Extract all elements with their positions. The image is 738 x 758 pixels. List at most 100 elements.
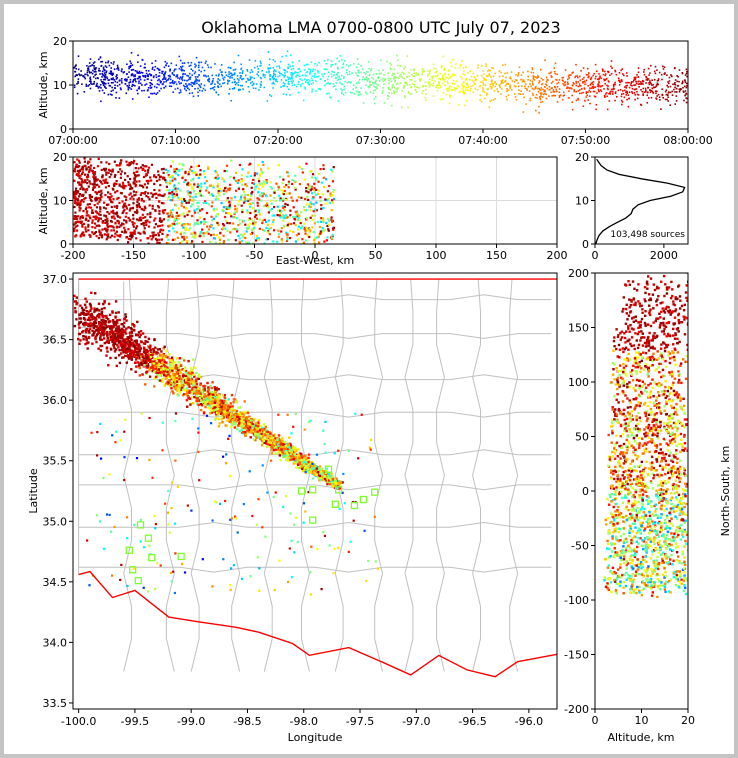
- source-point: [125, 212, 128, 215]
- source-point: [170, 85, 173, 88]
- time-height-ylabel: Altitude, km: [37, 51, 50, 118]
- source-point: [131, 206, 135, 210]
- source-point: [158, 189, 161, 192]
- source-point: [636, 90, 638, 93]
- source-point: [425, 99, 427, 101]
- source-point: [597, 83, 599, 85]
- source-point: [106, 222, 109, 225]
- source-point: [114, 232, 117, 235]
- source-point: [131, 85, 133, 88]
- source-point: [188, 65, 191, 67]
- source-point: [162, 202, 165, 205]
- county-lines: [78, 279, 552, 672]
- source-point: [95, 224, 98, 227]
- source-point: [550, 91, 552, 93]
- source-point: [175, 211, 178, 214]
- source-point: [269, 78, 271, 80]
- source-point: [198, 69, 200, 72]
- source-point: [304, 232, 307, 235]
- source-point: [624, 86, 626, 88]
- source-point: [465, 78, 467, 80]
- source-point: [115, 364, 118, 368]
- source-point: [259, 86, 262, 88]
- source-point: [448, 87, 450, 89]
- source-point: [161, 177, 165, 180]
- source-point: [193, 223, 196, 226]
- source-point: [178, 55, 181, 58]
- source-point: [182, 164, 185, 167]
- source-point: [220, 64, 223, 66]
- source-point: [254, 188, 257, 191]
- source-point: [494, 97, 496, 100]
- source-point: [257, 74, 260, 77]
- source-point: [93, 204, 96, 207]
- source-point: [84, 181, 87, 184]
- source-point: [89, 194, 92, 197]
- source-point: [511, 80, 514, 82]
- source-point: [154, 65, 157, 68]
- source-point: [75, 173, 79, 176]
- source-point: [93, 61, 96, 63]
- source-point: [133, 230, 136, 233]
- source-point: [86, 318, 90, 321]
- source-point: [82, 188, 85, 191]
- source-point: [305, 71, 308, 74]
- source-point: [480, 81, 482, 83]
- source-point: [623, 96, 626, 99]
- source-point: [650, 83, 652, 85]
- source-point: [306, 217, 309, 220]
- source-point: [650, 90, 653, 92]
- source-point: [101, 74, 104, 76]
- source-point: [154, 217, 157, 220]
- source-point: [499, 86, 501, 89]
- source-point: [393, 73, 396, 75]
- source-point: [131, 83, 134, 86]
- source-point: [114, 212, 117, 215]
- source-point: [183, 62, 186, 64]
- source-point: [92, 62, 95, 64]
- source-point: [239, 198, 242, 201]
- source-point: [162, 176, 165, 179]
- source-point: [618, 79, 620, 82]
- source-point: [262, 205, 265, 208]
- source-point: [142, 224, 146, 227]
- source-point: [79, 339, 82, 342]
- source-point: [375, 79, 377, 82]
- source-point: [120, 170, 123, 173]
- source-point: [432, 95, 435, 97]
- source-point: [442, 92, 445, 94]
- source-point: [89, 217, 92, 220]
- county-line: [78, 566, 552, 573]
- source-point: [261, 221, 264, 225]
- source-point: [156, 371, 160, 375]
- source-point: [600, 77, 603, 80]
- source-point: [233, 72, 236, 74]
- source-point: [435, 86, 437, 89]
- source-point: [267, 51, 270, 53]
- source-point: [465, 83, 468, 85]
- source-point: [534, 76, 537, 78]
- source-point: [570, 87, 572, 89]
- source-point: [104, 221, 107, 224]
- source-point: [117, 69, 120, 71]
- source-point: [175, 190, 178, 193]
- source-point: [484, 84, 487, 86]
- source-point: [579, 92, 581, 95]
- source-point: [319, 199, 322, 202]
- source-point: [91, 226, 94, 229]
- source-point: [527, 75, 529, 78]
- source-point: [414, 88, 417, 91]
- source-point: [262, 192, 265, 195]
- source-point: [617, 89, 620, 92]
- source-point: [228, 80, 231, 82]
- source-point: [305, 81, 307, 83]
- source-point: [136, 89, 138, 92]
- source-point: [588, 89, 591, 92]
- source-point: [265, 195, 268, 198]
- source-point: [129, 81, 132, 83]
- source-point: [250, 195, 253, 198]
- source-point: [535, 85, 537, 88]
- source-point: [404, 66, 406, 68]
- source-point: [282, 224, 285, 228]
- source-point: [163, 66, 166, 69]
